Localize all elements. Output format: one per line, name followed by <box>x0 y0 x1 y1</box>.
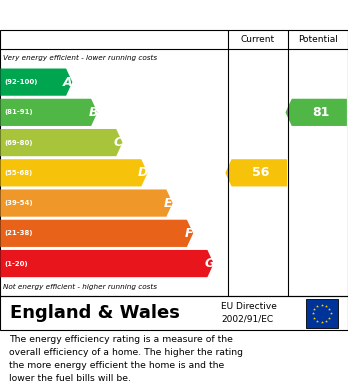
Polygon shape <box>0 250 214 277</box>
Text: (1-20): (1-20) <box>5 260 28 267</box>
Polygon shape <box>0 220 193 247</box>
Text: Current: Current <box>241 35 275 44</box>
Polygon shape <box>0 99 97 126</box>
Text: E: E <box>164 197 173 210</box>
Polygon shape <box>0 190 173 217</box>
Text: 56: 56 <box>253 166 270 179</box>
Text: 81: 81 <box>313 106 330 119</box>
Text: A: A <box>63 75 73 89</box>
Text: (69-80): (69-80) <box>5 140 33 145</box>
Text: Very energy efficient - lower running costs: Very energy efficient - lower running co… <box>3 54 157 61</box>
Polygon shape <box>285 99 347 126</box>
Text: EU Directive
2002/91/EC: EU Directive 2002/91/EC <box>221 303 277 324</box>
Text: B: B <box>88 106 98 119</box>
Text: (55-68): (55-68) <box>5 170 33 176</box>
Text: (92-100): (92-100) <box>5 79 38 85</box>
Text: (81-91): (81-91) <box>5 109 33 115</box>
Text: G: G <box>204 257 214 270</box>
Polygon shape <box>225 159 287 187</box>
Text: (21-38): (21-38) <box>5 230 33 236</box>
Text: C: C <box>113 136 123 149</box>
Polygon shape <box>0 159 148 187</box>
Polygon shape <box>0 129 122 156</box>
Polygon shape <box>0 68 72 96</box>
Text: England & Wales: England & Wales <box>10 304 180 322</box>
Text: Potential: Potential <box>298 35 338 44</box>
Text: F: F <box>184 227 193 240</box>
Text: D: D <box>138 166 148 179</box>
Text: The energy efficiency rating is a measure of the
overall efficiency of a home. T: The energy efficiency rating is a measur… <box>9 335 243 383</box>
Text: Energy Efficiency Rating: Energy Efficiency Rating <box>10 7 220 22</box>
FancyBboxPatch shape <box>306 299 338 328</box>
Text: (39-54): (39-54) <box>5 200 33 206</box>
Text: Not energy efficient - higher running costs: Not energy efficient - higher running co… <box>3 284 157 291</box>
